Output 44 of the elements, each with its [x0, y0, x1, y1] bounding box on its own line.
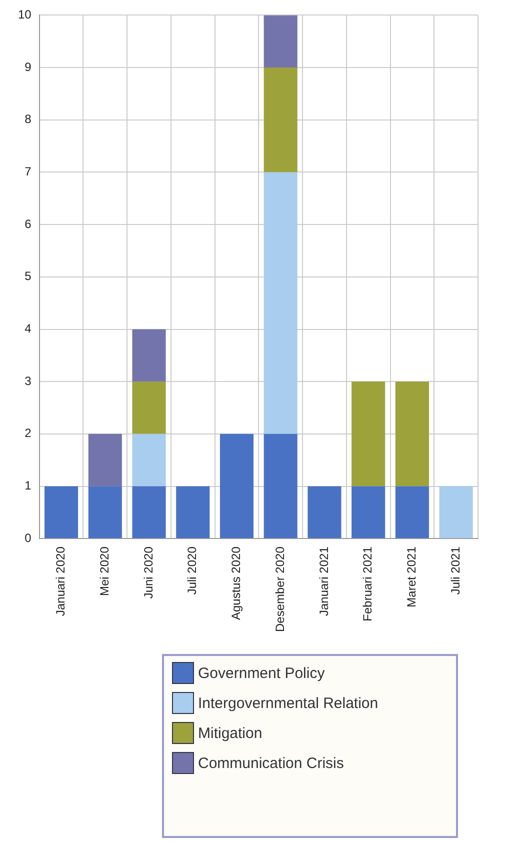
bar [264, 68, 298, 172]
x-tick-label: Juni 2020 [141, 546, 156, 599]
legend-label: Government Policy [198, 664, 325, 682]
x-tick-label: Januari 2020 [54, 546, 68, 616]
y-tick-label: 10 [18, 8, 32, 22]
bar [264, 172, 298, 434]
y-tick-label: 4 [24, 322, 32, 336]
y-tick-label: 2 [24, 426, 32, 440]
bar [132, 434, 166, 486]
legend-label: Intergovernmental Relation [198, 694, 378, 712]
bar [220, 434, 254, 538]
bar [132, 382, 166, 434]
bar [439, 486, 473, 538]
bar [264, 434, 298, 538]
bar [44, 486, 78, 538]
x-tick-label: Januari 2021 [316, 546, 331, 616]
x-tick-label: Maret 2021 [404, 546, 419, 608]
y-tick-label: 9 [24, 60, 32, 74]
x-tick-label: Desember 2020 [272, 546, 287, 632]
x-tick-label: Mei 2020 [97, 546, 112, 596]
bar [88, 434, 122, 486]
y-tick-label: 1 [24, 478, 32, 493]
y-tick-label: 6 [24, 216, 32, 231]
y-tick-label: 8 [24, 112, 32, 126]
y-tick-label: 3 [24, 374, 32, 388]
legend-label: Mitigation [198, 724, 262, 742]
legend-label: Communication Crisis [198, 754, 344, 772]
x-tick-label: Februari 2021 [360, 546, 375, 622]
y-tick-label: 5 [24, 269, 32, 284]
bar [308, 486, 342, 538]
bar [132, 486, 166, 538]
bar [88, 486, 122, 538]
bar [352, 382, 386, 486]
bar [132, 329, 166, 382]
bar [352, 486, 386, 538]
y-tick-label: 7 [24, 164, 32, 179]
bar [264, 15, 298, 68]
x-tick-label: Agustus 2020 [229, 546, 244, 620]
bar [176, 486, 210, 538]
bar [395, 382, 429, 486]
x-tick-label: Juli 2021 [448, 546, 462, 595]
x-tick-label: Juli 2020 [185, 546, 200, 595]
y-tick-label: 0 [24, 530, 32, 545]
bar [395, 486, 429, 538]
